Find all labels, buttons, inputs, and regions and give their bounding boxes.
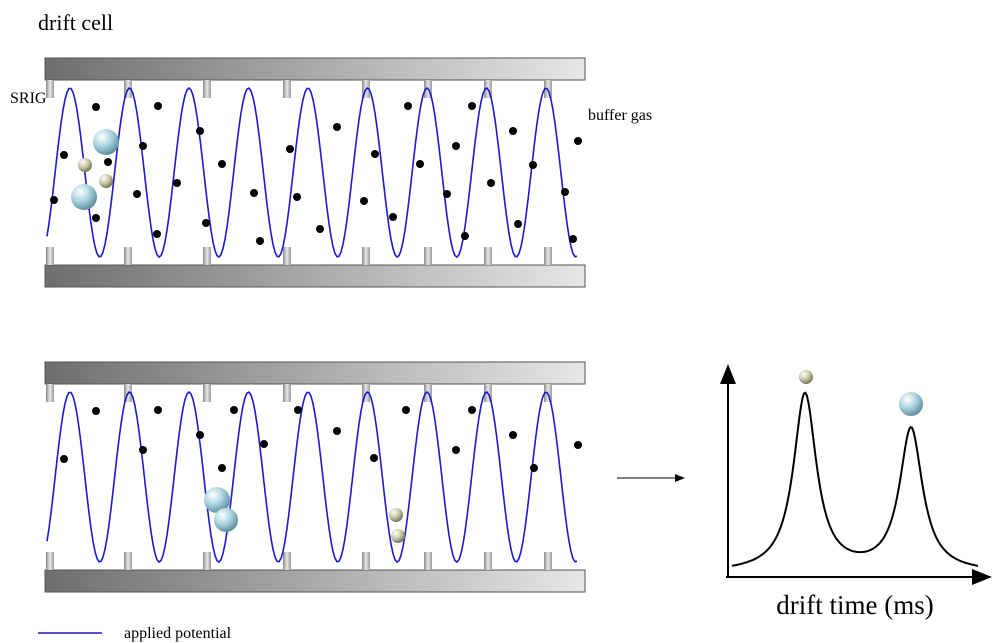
buffer-gas-molecule xyxy=(452,142,460,150)
small-ion xyxy=(389,508,403,522)
buffer-gas-molecule xyxy=(333,123,341,131)
large-ion xyxy=(71,184,97,210)
electrode-bar xyxy=(44,361,586,385)
drift-time-plot: drift time (ms) xyxy=(720,364,992,620)
small-ion xyxy=(99,174,113,188)
electrode-post xyxy=(46,384,54,402)
electrode-post xyxy=(544,247,552,265)
buffer-gas-molecule xyxy=(468,102,476,110)
large-ion xyxy=(204,487,230,513)
buffer-gas-molecule xyxy=(154,102,162,110)
buffer-gas-molecule xyxy=(153,230,161,238)
buffer-gas-molecule xyxy=(196,127,204,135)
applied-potential-wave xyxy=(46,390,578,564)
electrode-post xyxy=(283,384,291,402)
buffer-gas-molecule xyxy=(196,431,204,439)
electrode-post xyxy=(362,552,370,570)
electrode-bar xyxy=(44,264,586,288)
buffer-gas-molecule xyxy=(514,220,522,228)
electrode-post xyxy=(46,247,54,265)
buffer-gas-molecule xyxy=(443,190,451,198)
electrode-bar xyxy=(44,57,586,81)
buffer-gas-label: buffer gas xyxy=(588,107,652,124)
buffer-gas-molecule xyxy=(230,406,238,414)
buffer-gas-molecule xyxy=(286,145,294,153)
buffer-gas-molecule xyxy=(139,142,147,150)
buffer-gas-molecule xyxy=(333,427,341,435)
buffer-gas-molecule xyxy=(202,219,210,227)
buffer-gas-molecule xyxy=(529,161,537,169)
buffer-gas-molecule xyxy=(218,464,226,472)
buffer-gas-molecule xyxy=(452,446,460,454)
electrode-post xyxy=(203,552,211,570)
buffer-gas-molecule xyxy=(294,406,302,414)
buffer-gas-molecule xyxy=(256,237,264,245)
buffer-gas-molecule xyxy=(316,225,324,233)
buffer-gas-molecule xyxy=(60,151,68,159)
electrode-post xyxy=(124,247,132,265)
electrode-post xyxy=(203,247,211,265)
large-ion xyxy=(899,392,923,416)
electrode-post xyxy=(544,552,552,570)
electrode-post xyxy=(46,80,54,98)
buffer-gas-molecule xyxy=(133,190,141,198)
buffer-gas-molecule xyxy=(218,160,226,168)
buffer-gas-molecule xyxy=(371,150,379,158)
small-ion xyxy=(799,370,813,384)
buffer-gas-molecule xyxy=(250,189,258,197)
buffer-gas-molecule xyxy=(293,193,301,201)
buffer-gas-molecule xyxy=(139,446,147,454)
buffer-gas-molecule xyxy=(574,441,582,449)
applied-potential-wave xyxy=(46,86,578,259)
buffer-gas-molecule xyxy=(461,232,469,240)
drift-cells xyxy=(44,57,586,593)
buffer-gas-molecule xyxy=(92,407,100,415)
small-ion xyxy=(78,158,92,172)
electrode-post xyxy=(424,552,432,570)
buffer-gas-molecule xyxy=(370,454,378,462)
buffer-gas-molecule xyxy=(561,188,569,196)
electrode-post xyxy=(203,384,211,402)
electrode-post xyxy=(424,247,432,265)
buffer-gas-molecule xyxy=(404,102,412,110)
buffer-gas-molecule xyxy=(360,197,368,205)
large-ion xyxy=(93,129,119,155)
small-ion xyxy=(391,529,405,543)
x-axis-label: drift time (ms) xyxy=(776,590,933,620)
electrode-post xyxy=(283,247,291,265)
spectrum-curve xyxy=(731,391,979,567)
buffer-gas-molecule xyxy=(260,440,268,448)
electrode-post xyxy=(203,80,211,98)
buffer-gas-molecule xyxy=(50,196,58,204)
electrode-bar xyxy=(44,569,586,593)
buffer-gas-molecule xyxy=(92,103,100,111)
buffer-gas-molecule xyxy=(92,214,100,222)
buffer-gas-molecule xyxy=(416,160,424,168)
buffer-gas-molecule xyxy=(509,431,517,439)
srig-label: SRIG xyxy=(10,90,47,107)
buffer-gas-molecule xyxy=(173,179,181,187)
electrode-post xyxy=(283,552,291,570)
buffer-gas-molecule xyxy=(389,213,397,221)
buffer-gas-molecule xyxy=(402,406,410,414)
large-ion xyxy=(214,508,238,532)
electrode-post xyxy=(484,247,492,265)
buffer-gas-molecule xyxy=(509,127,517,135)
buffer-gas-molecule xyxy=(60,455,68,463)
electrode-post xyxy=(484,552,492,570)
legend-label: applied potential xyxy=(124,625,232,642)
electrode-post xyxy=(283,80,291,98)
buffer-gas-molecule xyxy=(154,406,162,414)
buffer-gas-molecule xyxy=(569,235,577,243)
buffer-gas-molecule xyxy=(574,137,582,145)
electrode-post xyxy=(362,247,370,265)
buffer-gas-molecule xyxy=(468,406,476,414)
buffer-gas-molecule xyxy=(487,179,495,187)
electrode-post xyxy=(46,552,54,570)
buffer-gas-molecule xyxy=(104,158,112,166)
buffer-gas-molecule xyxy=(530,464,538,472)
electrode-post xyxy=(124,552,132,570)
title: drift cell xyxy=(38,10,113,35)
